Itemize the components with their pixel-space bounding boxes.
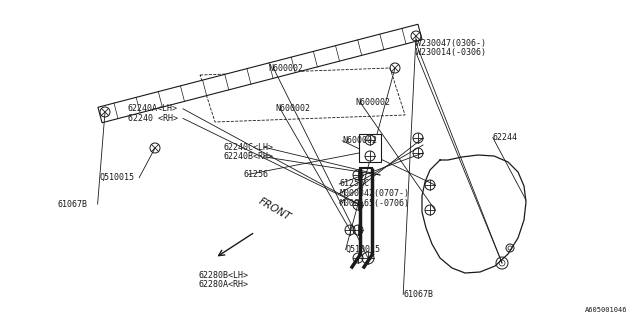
Text: 61256C: 61256C bbox=[339, 180, 369, 188]
Text: 62280A<RH>: 62280A<RH> bbox=[198, 280, 248, 289]
Polygon shape bbox=[98, 24, 422, 123]
Text: 61256: 61256 bbox=[243, 170, 268, 179]
Text: 61067B: 61067B bbox=[58, 200, 88, 209]
Text: N600002: N600002 bbox=[355, 98, 390, 107]
Text: 62240C<LH>: 62240C<LH> bbox=[224, 143, 274, 152]
Text: W230014(-0306): W230014(-0306) bbox=[416, 48, 486, 57]
Text: 62280B<LH>: 62280B<LH> bbox=[198, 271, 248, 280]
Text: Q510015: Q510015 bbox=[99, 173, 134, 182]
Text: 61067B: 61067B bbox=[403, 290, 433, 299]
Text: N600002: N600002 bbox=[269, 64, 304, 73]
Text: FRONT: FRONT bbox=[257, 196, 292, 222]
Text: Q510015: Q510015 bbox=[346, 245, 381, 254]
Text: N600002: N600002 bbox=[342, 136, 378, 145]
Text: M000342(0707-): M000342(0707-) bbox=[339, 189, 409, 198]
Text: N600002: N600002 bbox=[275, 104, 310, 113]
Text: 62240 <RH>: 62240 <RH> bbox=[128, 114, 178, 123]
Text: 62240B<RH>: 62240B<RH> bbox=[224, 152, 274, 161]
Bar bbox=[359, 134, 381, 162]
Text: M000165(-0706): M000165(-0706) bbox=[339, 199, 409, 208]
Text: W230047(0306-): W230047(0306-) bbox=[416, 39, 486, 48]
Text: A605001046: A605001046 bbox=[585, 308, 627, 313]
Text: 62244: 62244 bbox=[493, 133, 518, 142]
Text: 62240A<LH>: 62240A<LH> bbox=[128, 104, 178, 113]
